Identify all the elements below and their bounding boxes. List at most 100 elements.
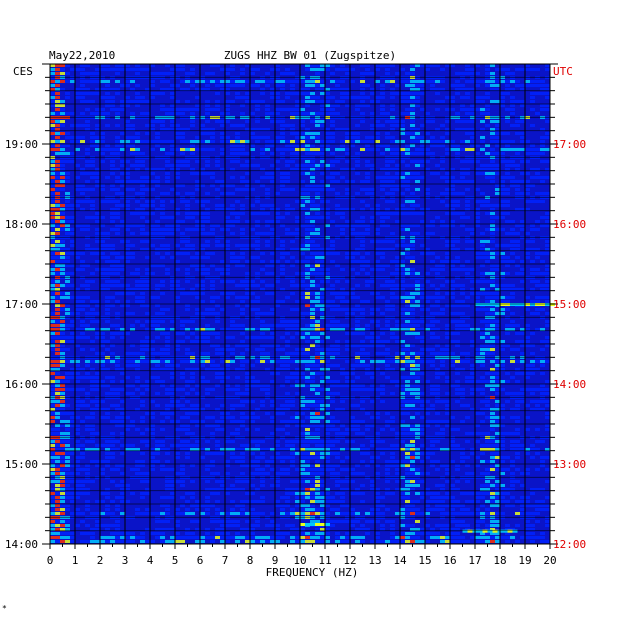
spectrogram-cell: [300, 432, 305, 435]
spectrogram-cell: [370, 92, 375, 95]
spectrogram-cell: [110, 244, 115, 247]
spectrogram-cell: [90, 252, 95, 255]
spectrogram-cell: [510, 240, 515, 243]
spectrogram-cell: [70, 240, 75, 243]
spectrogram-cell: [365, 328, 370, 331]
spectrogram-cell: [460, 224, 465, 227]
spectrogram-cell: [475, 424, 480, 427]
spectrogram-cell: [125, 104, 130, 107]
spectrogram-cell: [110, 160, 115, 163]
spectrogram-cell: [305, 268, 310, 271]
spectrogram-cell: [395, 212, 400, 215]
spectrogram-cell: [50, 88, 55, 91]
spectrogram-cell: [225, 280, 230, 283]
spectrogram-cell: [430, 328, 435, 331]
spectrogram-cell: [175, 348, 180, 351]
spectrogram-cell: [410, 84, 415, 87]
spectrogram-cell: [225, 136, 230, 139]
spectrogram-cell: [475, 280, 480, 283]
spectrogram-cell: [510, 408, 515, 411]
spectrogram-cell: [190, 432, 195, 435]
spectrogram-cell: [480, 320, 485, 323]
spectrogram-cell: [315, 132, 320, 135]
spectrogram-cell: [75, 68, 80, 71]
spectrogram-cell: [75, 388, 80, 391]
spectrogram-cell: [310, 232, 315, 235]
spectrogram-cell: [105, 244, 110, 247]
spectrogram-cell: [540, 224, 545, 227]
spectrogram-cell: [145, 212, 150, 215]
spectrogram-cell: [450, 264, 455, 267]
spectrogram-cell: [85, 108, 90, 111]
spectrogram-cell: [235, 92, 240, 95]
spectrogram-cell: [525, 252, 530, 255]
spectrogram-cell: [250, 100, 255, 103]
spectrogram-cell: [145, 428, 150, 431]
spectrogram-cell: [375, 336, 380, 339]
spectrogram-cell: [485, 92, 490, 95]
spectrogram-cell: [520, 68, 525, 71]
spectrogram-cell: [490, 100, 495, 103]
spectrogram-cell: [155, 264, 160, 267]
spectrogram-cell: [195, 80, 200, 83]
spectrogram-cell: [55, 268, 60, 271]
spectrogram-cell: [315, 412, 320, 415]
spectrogram-cell: [340, 424, 345, 427]
spectrogram-cell: [425, 420, 430, 423]
spectrogram-cell: [65, 360, 70, 363]
spectrogram-cell: [160, 200, 165, 203]
spectrogram-cell: [400, 344, 405, 347]
spectrogram-cell: [290, 352, 295, 355]
spectrogram-cell: [280, 148, 285, 151]
spectrogram-cell: [275, 304, 280, 307]
spectrogram-cell: [470, 136, 475, 139]
spectrogram-cell: [190, 140, 195, 143]
spectrogram-cell: [485, 144, 490, 147]
spectrogram-cell: [510, 184, 515, 187]
spectrogram-cell: [210, 252, 215, 255]
spectrogram-cell: [545, 404, 550, 407]
spectrogram-cell: [90, 388, 95, 391]
spectrogram-cell: [180, 404, 185, 407]
spectrogram-cell: [275, 68, 280, 71]
spectrogram-cell: [125, 64, 130, 67]
spectrogram-cell: [440, 140, 445, 143]
spectrogram-cell: [140, 208, 145, 211]
spectrogram-cell: [380, 392, 385, 395]
spectrogram-cell: [395, 120, 400, 123]
spectrogram-cell: [480, 252, 485, 255]
spectrogram-cell: [345, 256, 350, 259]
spectrogram-cell: [60, 252, 65, 255]
spectrogram-cell: [140, 96, 145, 99]
spectrogram-cell: [230, 148, 235, 151]
spectrogram-cell: [310, 300, 315, 303]
spectrogram-cell: [105, 268, 110, 271]
spectrogram-cell: [235, 264, 240, 267]
spectrogram-cell: [365, 232, 370, 235]
spectrogram-cell: [170, 384, 175, 387]
spectrogram-cell: [115, 252, 120, 255]
spectrogram-cell: [305, 440, 310, 443]
spectrogram-cell: [450, 204, 455, 207]
spectrogram-cell: [435, 336, 440, 339]
spectrogram-cell: [390, 232, 395, 235]
spectrogram-cell: [265, 72, 270, 75]
spectrogram-cell: [490, 88, 495, 91]
spectrogram-cell: [330, 240, 335, 243]
spectrogram-cell: [255, 272, 260, 275]
spectrogram-cell: [145, 256, 150, 259]
spectrogram-cell: [295, 376, 300, 379]
spectrogram-cell: [355, 140, 360, 143]
spectrogram-cell: [460, 140, 465, 143]
spectrogram-cell: [120, 368, 125, 371]
spectrogram-cell: [95, 68, 100, 71]
spectrogram-cell: [310, 144, 315, 147]
spectrogram-cell: [345, 104, 350, 107]
spectrogram-cell: [500, 96, 505, 99]
spectrogram-cell: [310, 184, 315, 187]
spectrogram-cell: [300, 336, 305, 339]
spectrogram-cell: [295, 308, 300, 311]
spectrogram-cell: [325, 212, 330, 215]
spectrogram-cell: [410, 408, 415, 411]
spectrogram-cell: [170, 288, 175, 291]
